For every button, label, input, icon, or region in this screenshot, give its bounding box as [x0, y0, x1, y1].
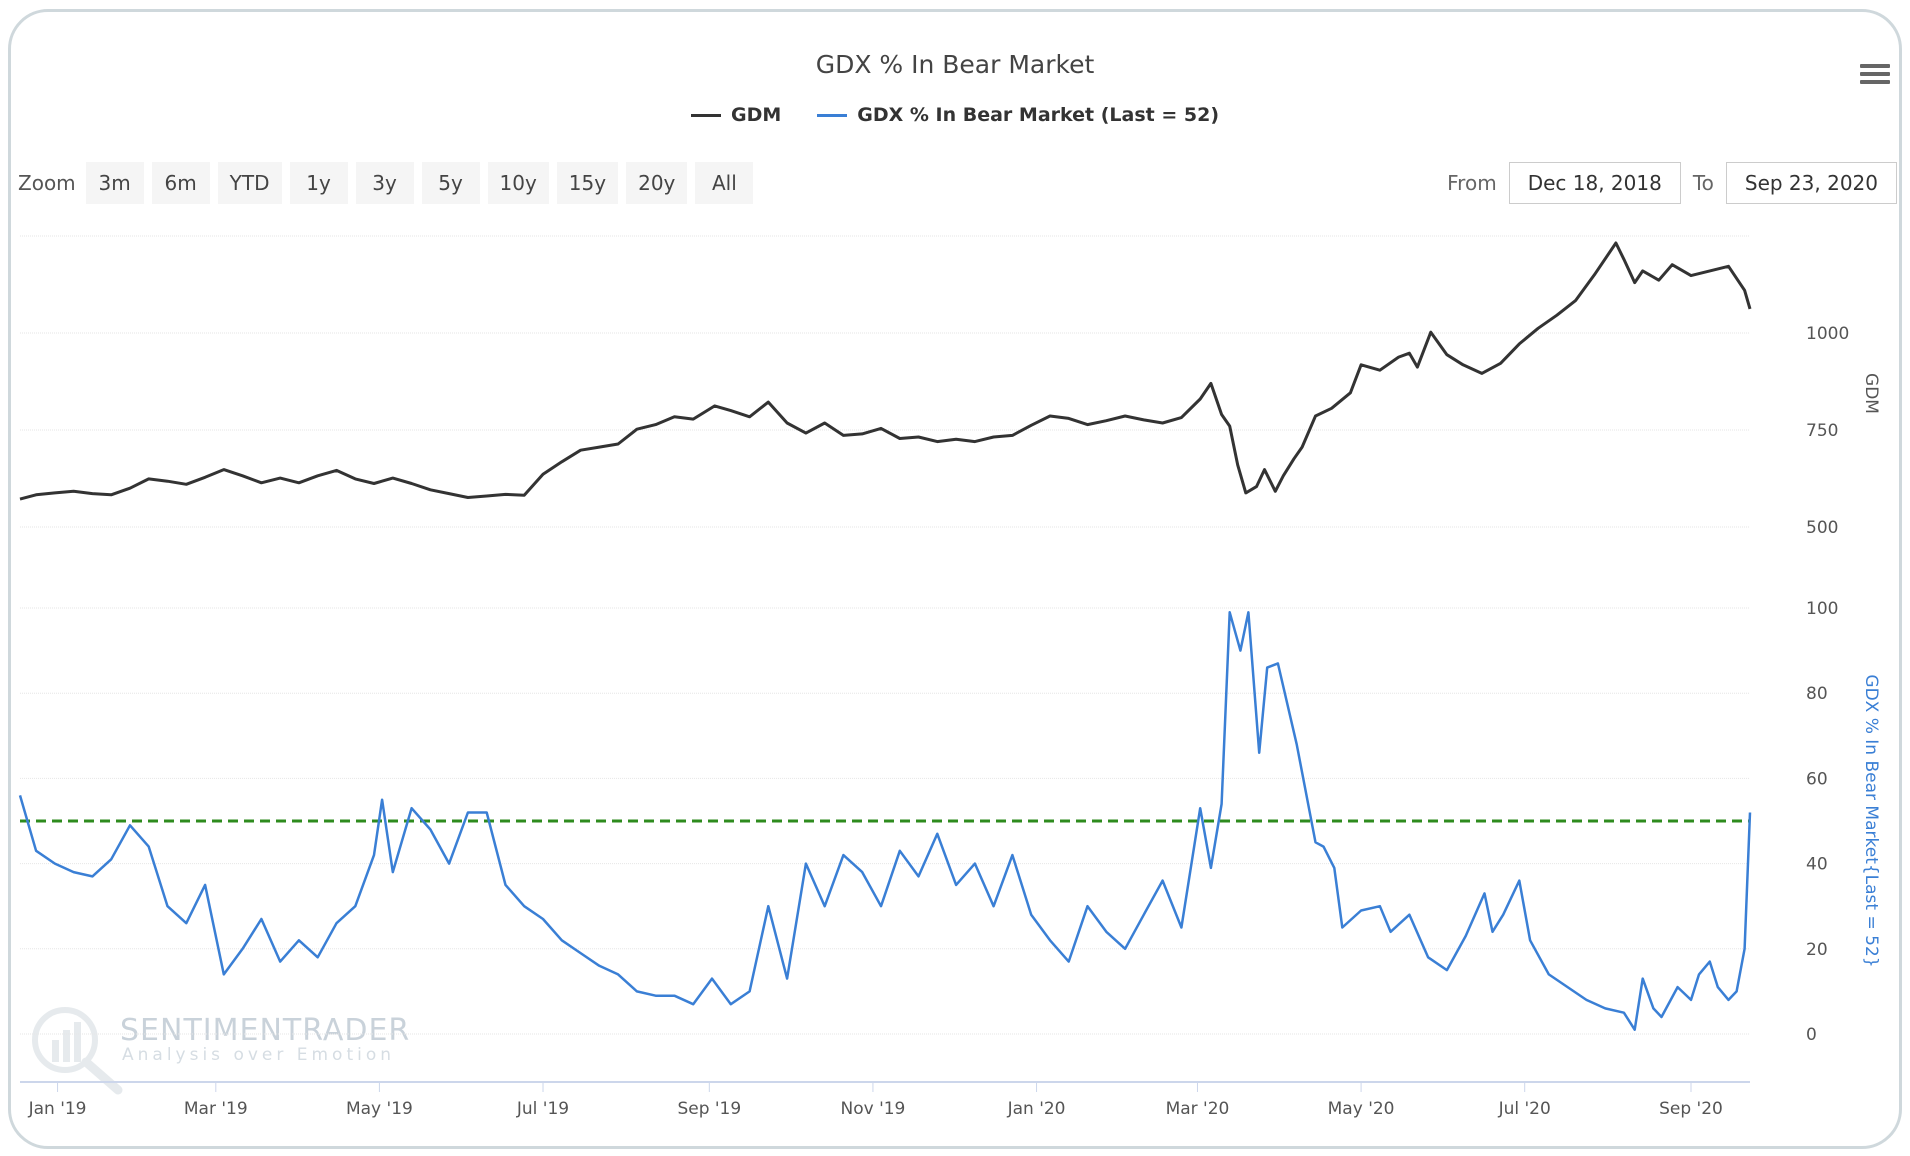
y-tick-label: 750: [1806, 421, 1838, 441]
legend-label-gdm: GDM: [730, 104, 782, 126]
zoom-button-20y[interactable]: 20y: [626, 162, 688, 204]
y-tick-label: 60: [1806, 769, 1828, 789]
series-line-bear-market[interactable]: [18, 611, 1752, 1031]
legend-item-gdm[interactable]: GDM: [690, 104, 782, 126]
to-date-input[interactable]: Sep 23, 2020: [1725, 162, 1897, 204]
series-lines: [18, 241, 1752, 1031]
x-tick-label: Jan '20: [1007, 1099, 1066, 1119]
watermark-logo-icon: [32, 1007, 123, 1095]
zoom-button-5y[interactable]: 5y: [421, 162, 480, 204]
legend: GDM GDX % In Bear Market (Last = 52): [0, 104, 1910, 126]
y-tick-label: 0: [1806, 1025, 1817, 1045]
y-tick-label: 80: [1806, 684, 1828, 704]
hamburger-menu-icon[interactable]: [1860, 64, 1890, 92]
menu-bar: [1860, 64, 1890, 68]
zoom-button-15y[interactable]: 15y: [556, 162, 619, 204]
y-axes: 500 750 1000 GDM 0 20 40 60 80 100 GDX % In Bear M…: [1806, 324, 1881, 1045]
legend-swatch-gdm: [690, 113, 721, 117]
y-axis-title-bear-market: GDX % In Bear Market{Last = 52}: [1861, 674, 1881, 967]
date-range: From Dec 18, 2018 To Sep 23, 2020: [1447, 162, 1897, 204]
legend-swatch-bear-market: [817, 113, 848, 117]
zoom-label: Zoom: [18, 171, 76, 195]
chart-title: GDX % In Bear Market: [815, 50, 1095, 79]
y-tick-label: 20: [1806, 940, 1828, 960]
legend-item-bear-market[interactable]: GDX % In Bear Market (Last = 52): [817, 104, 1219, 126]
x-tick-label: Jul '20: [1498, 1099, 1551, 1119]
x-axis: Jan '19 Mar '19 May '19 Jul '19 Sep '19 Nov '…: [20, 1081, 1750, 1119]
zoom-button-ytd[interactable]: YTD: [217, 162, 282, 204]
x-tick-label: Sep '20: [1659, 1099, 1723, 1119]
x-tick-label: Sep '19: [677, 1099, 741, 1119]
x-tick-label: Mar '19: [184, 1099, 248, 1119]
zoom-button-10y[interactable]: 10y: [487, 162, 549, 204]
legend-label-bear-market: GDX % In Bear Market (Last = 52): [857, 104, 1220, 126]
from-label: From: [1447, 171, 1497, 195]
y-tick-label: 500: [1806, 518, 1838, 538]
watermark-tagline: Analysis over Emotion: [122, 1045, 395, 1065]
y-axis-title-gdm: GDM: [1861, 373, 1881, 414]
y-tick-label: 40: [1806, 855, 1828, 875]
y-tick-label: 100: [1806, 599, 1838, 619]
x-tick-label: May '20: [1328, 1099, 1395, 1119]
watermark: SENTIMENTRADER Analysis over Emotion: [32, 1007, 410, 1095]
zoom-button-1y[interactable]: 1y: [289, 162, 348, 204]
to-label: To: [1692, 171, 1714, 195]
x-tick-label: Jul '19: [516, 1099, 569, 1119]
zoom-button-6m[interactable]: 6m: [151, 162, 210, 204]
y-tick-label: 1000: [1806, 324, 1849, 344]
zoom-controls: Zoom 3m 6m YTD 1y 3y 5y 10y 15y 20y All: [18, 162, 754, 204]
zoom-button-all[interactable]: All: [695, 162, 754, 204]
grid: [20, 235, 1750, 1035]
menu-bar: [1860, 80, 1890, 84]
zoom-button-3m[interactable]: 3m: [85, 162, 144, 204]
x-tick-label: Jan '19: [28, 1099, 87, 1119]
x-tick-label: Nov '19: [840, 1099, 905, 1119]
x-tick-label: May '19: [346, 1099, 413, 1119]
from-date-input[interactable]: Dec 18, 2018: [1508, 162, 1681, 204]
zoom-button-3y[interactable]: 3y: [355, 162, 414, 204]
series-line-gdm[interactable]: [19, 241, 1752, 501]
x-tick-label: Mar '20: [1166, 1099, 1230, 1119]
menu-bar: [1860, 72, 1890, 76]
watermark-brand: SENTIMENTRADER: [120, 1013, 410, 1048]
